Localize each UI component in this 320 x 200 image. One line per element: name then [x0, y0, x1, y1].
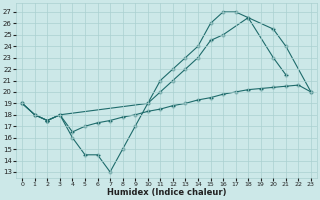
X-axis label: Humidex (Indice chaleur): Humidex (Indice chaleur) — [107, 188, 226, 197]
